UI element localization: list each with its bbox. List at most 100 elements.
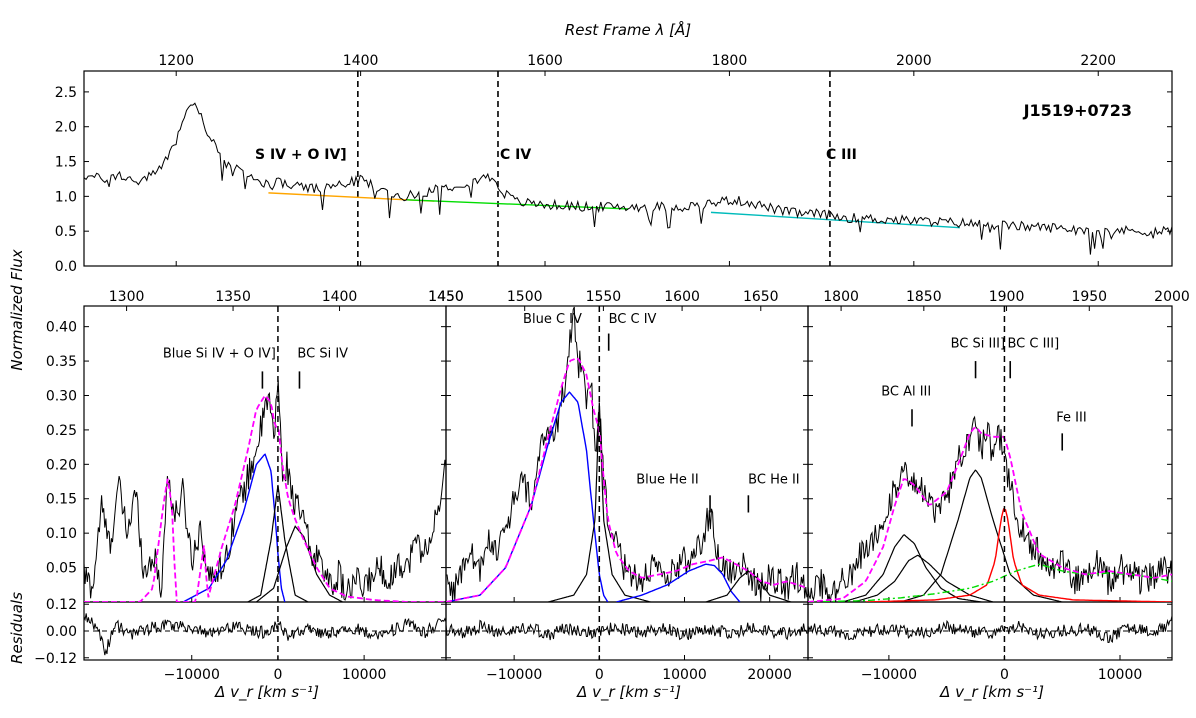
residual-y-tick-label: 0.12 — [46, 597, 77, 613]
fit-component-line — [616, 563, 741, 602]
wavelength-tick-label: 1450 — [428, 289, 464, 305]
flux-y-tick-label: 0.35 — [46, 354, 77, 370]
fit-component-line — [900, 469, 1063, 602]
top-y-tick-label: 2.5 — [55, 85, 77, 101]
continuum-line — [406, 199, 629, 210]
velocity-tick-label: 0 — [1000, 667, 1009, 683]
wavelength-tick-label: 1550 — [586, 289, 622, 305]
line-label: BC He II — [748, 473, 799, 488]
lower-fit-panels: 1300 1350 1400 1450 0.05 0.10 0.15 0.20 0.25 0.30… — [34, 289, 1190, 702]
wavelength-tick-label: 1900 — [989, 289, 1025, 305]
top-y-tick-label: 2.0 — [55, 120, 77, 136]
velocity-tick-label: 0 — [595, 667, 604, 683]
top-x-tick-label: 1200 — [158, 53, 194, 69]
flux-y-tick-label: 0.20 — [46, 457, 77, 473]
wavelength-tick-label: 1400 — [322, 289, 358, 305]
wavelength-tick-label: 1500 — [507, 289, 543, 305]
fit-component-line — [446, 391, 609, 602]
velocity-tick-label: 20000 — [747, 667, 792, 683]
top-x-tick-label: 1800 — [712, 53, 748, 69]
total-fit-line — [808, 426, 1172, 602]
fit-component-line — [182, 453, 286, 602]
top-line-label: C IV — [500, 147, 531, 163]
fit-panel-siiv: 1300 1350 1400 1450 0.05 0.10 0.15 0.20 0.25 0.30… — [34, 289, 464, 702]
observed-spectrum — [446, 306, 808, 602]
top-spectrum-line — [83, 102, 1173, 255]
top-y-tick-label: 0.5 — [55, 224, 77, 240]
line-label: BC Si IV — [297, 347, 348, 362]
top-y-tick-label: 0.0 — [55, 259, 77, 275]
flux-y-tick-label: 0.25 — [46, 423, 77, 439]
line-label: BC C III] — [1007, 336, 1059, 351]
object-name: J1519+0723 — [1023, 101, 1132, 120]
residual-y-tick-label: −0.12 — [34, 651, 77, 667]
top-plot-frame — [83, 70, 1173, 267]
velocity-tick-label: 10000 — [1098, 667, 1143, 683]
flux-y-tick-label: 0.40 — [46, 320, 77, 336]
flux-axis-title: Normalized Flux — [8, 249, 26, 370]
line-label: BC Si III] — [951, 336, 1005, 351]
velocity-tick-label: −10000 — [486, 667, 542, 683]
line-label: BC C IV — [609, 312, 657, 327]
residual-line — [446, 619, 808, 641]
line-label: Blue C IV — [523, 312, 582, 327]
fit-component-line — [842, 534, 982, 602]
velocity-tick-label: −10000 — [164, 667, 220, 683]
residual-y-tick-label: 0.00 — [46, 624, 77, 640]
top-x-axis-title: Rest Frame λ [Å] — [565, 20, 691, 39]
top-y-ticks: 0.0 0.5 1.0 1.5 2.0 2.5 — [55, 85, 1172, 275]
wavelength-tick-label: 1300 — [109, 289, 145, 305]
velocity-axis-title: Δ v_r [km s⁻¹] — [214, 683, 319, 702]
fit-component-line — [705, 570, 792, 602]
velocity-tick-label: 10000 — [662, 667, 707, 683]
residual-line — [84, 613, 446, 656]
fit-panel-ciii: 1800 1850 1900 1950 2000 −10000 0 10000 Δ v_r [k… — [807, 289, 1190, 702]
fit-component-line — [865, 508, 1172, 602]
wavelength-tick-label: 1600 — [664, 289, 700, 305]
velocity-tick-label: 0 — [273, 667, 282, 683]
velocity-axis-title: Δ v_r [km s⁻¹] — [576, 683, 681, 702]
continuum-line — [710, 211, 960, 229]
wavelength-tick-label: 1850 — [906, 289, 942, 305]
top-x-tick-label: 1600 — [527, 53, 563, 69]
velocity-tick-label: −10000 — [861, 667, 917, 683]
top-line-label: C III — [826, 147, 857, 163]
top-spectrum-panel: Rest Frame λ [Å] 1200 1400 1600 1800 2000 220… — [55, 20, 1173, 275]
top-x-tick-label: 2000 — [896, 53, 932, 69]
top-y-tick-label: 1.5 — [55, 155, 77, 171]
residual-line — [808, 615, 1172, 644]
line-label: Fe III — [1056, 411, 1086, 426]
velocity-tick-label: 10000 — [342, 667, 387, 683]
residuals-axis-title: Residuals — [8, 592, 26, 664]
line-label: BC Al III — [881, 384, 931, 399]
wavelength-tick-label: 2000 — [1154, 289, 1190, 305]
velocity-axis-title: Δ v_r [km s⁻¹] — [939, 683, 1044, 702]
fit-component-line — [247, 484, 309, 602]
fit-panel-civ: 1450 1500 1550 1600 1650 −10000 0 10000 20000 Δ v… — [428, 289, 809, 702]
top-line-label: S IV + O IV] — [255, 147, 347, 163]
top-x-ticks: 1200 1400 1600 1800 2000 2200 — [158, 53, 1116, 266]
flux-y-tick-label: 0.15 — [46, 492, 77, 508]
top-line-markers — [357, 71, 831, 266]
wavelength-tick-label: 1450 — [428, 289, 464, 305]
top-line-annotations: S IV + O IV] C IV C III — [255, 147, 857, 163]
line-label: Blue He II — [636, 473, 698, 488]
observed-spectrum — [84, 380, 446, 601]
wavelength-tick-label: 1950 — [1071, 289, 1107, 305]
flux-y-tick-label: 0.30 — [46, 388, 77, 404]
wavelength-tick-label: 1650 — [743, 289, 779, 305]
fit-component-line — [808, 563, 1172, 602]
top-y-tick-label: 1.0 — [55, 189, 77, 205]
total-fit-line — [446, 356, 808, 602]
wavelength-tick-label: 1800 — [823, 289, 859, 305]
wavelength-tick-label: 1350 — [215, 289, 251, 305]
flux-y-tick-label: 0.05 — [46, 561, 77, 577]
flux-y-tick-label: 0.10 — [46, 526, 77, 542]
total-fit-line — [84, 394, 446, 602]
fit-component-line — [256, 525, 343, 602]
line-label: Blue Si IV + O IV] — [163, 347, 276, 362]
fit-frame — [445, 305, 809, 603]
top-x-tick-label: 2200 — [1080, 53, 1116, 69]
top-x-tick-label: 1400 — [343, 53, 379, 69]
